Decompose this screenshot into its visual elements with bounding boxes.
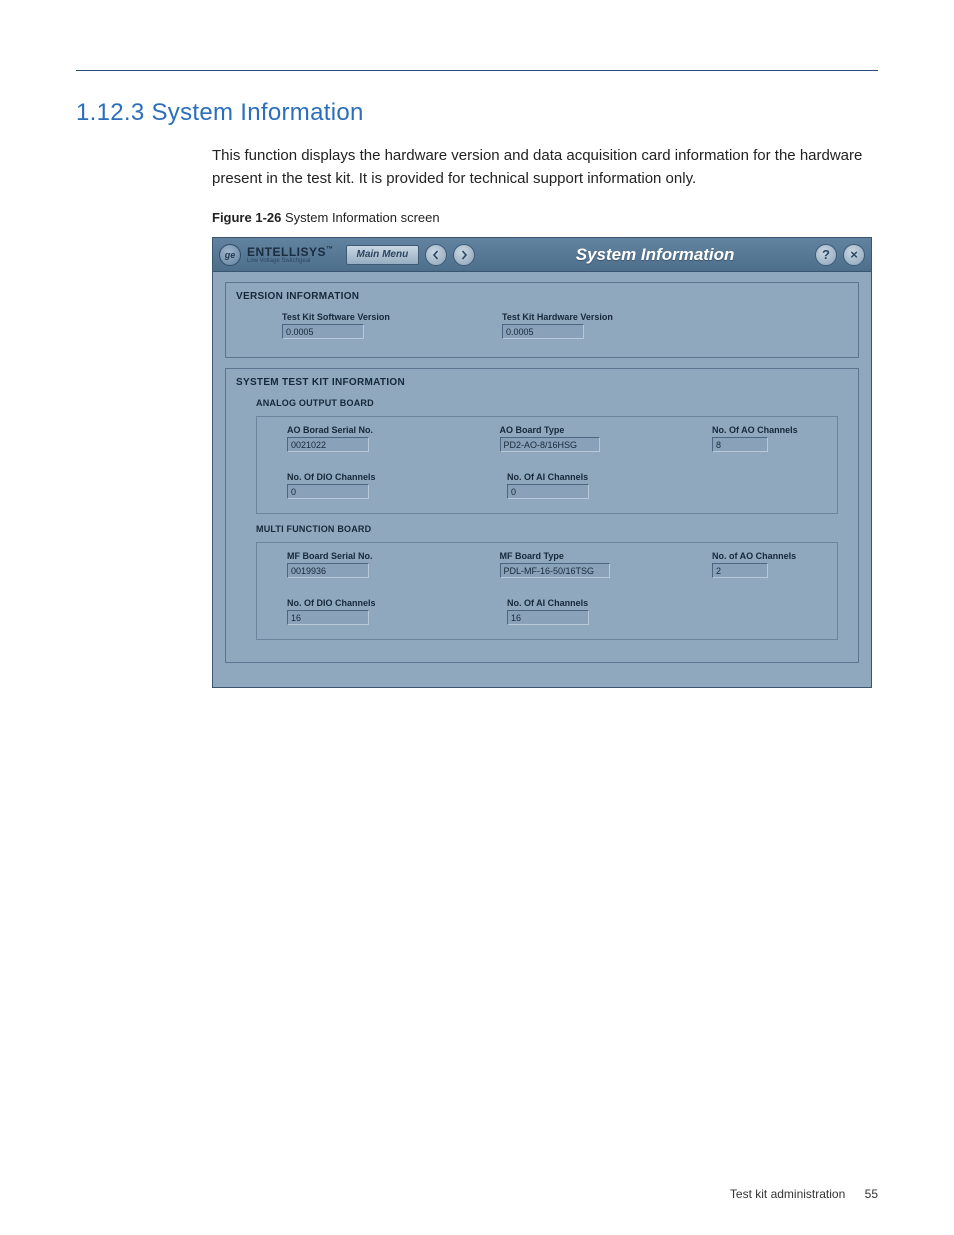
field-value: 0.0005 (502, 324, 584, 339)
software-version-field: Test Kit Software Version 0.0005 (282, 312, 462, 339)
mf-ai-channels-field: No. Of AI Channels 16 (507, 598, 687, 625)
ao-serial-field: AO Borad Serial No. 0021022 (287, 425, 460, 452)
figure-caption: Figure 1-26 System Information screen (212, 210, 878, 225)
mf-dio-channels-field: No. Of DIO Channels 16 (287, 598, 467, 625)
mf-ao-channels-field: No. of AO Channels 2 (712, 551, 827, 578)
field-value: 16 (287, 610, 369, 625)
field-label: AO Borad Serial No. (287, 425, 460, 435)
figure-number: Figure 1-26 (212, 210, 281, 225)
ao-board-type-field: AO Board Type PD2-AO-8/16HSG (500, 425, 673, 452)
field-value: 0 (287, 484, 369, 499)
ge-logo-icon: ge (219, 244, 241, 266)
close-button[interactable]: × (843, 244, 865, 266)
app-title: System Information (501, 245, 809, 265)
multi-function-board-title: MULTI FUNCTION BOARD (256, 524, 848, 534)
field-label: No. Of AI Channels (507, 598, 687, 608)
field-value: 0.0005 (282, 324, 364, 339)
field-label: No. Of DIO Channels (287, 472, 467, 482)
version-information-panel: VERSION INFORMATION Test Kit Software Ve… (225, 282, 859, 358)
field-label: Test Kit Software Version (282, 312, 462, 322)
page-footer: Test kit administration 55 (730, 1187, 878, 1201)
field-value: 0021022 (287, 437, 369, 452)
field-value: 2 (712, 563, 768, 578)
section-heading: 1.12.3 System Information (76, 99, 878, 127)
figure-title: System Information screen (285, 210, 440, 225)
brand-name: ENTELLISYS™ (247, 246, 334, 258)
chevron-left-icon (431, 250, 441, 260)
version-panel-title: VERSION INFORMATION (236, 291, 848, 302)
section-paragraph: This function displays the hardware vers… (212, 145, 878, 190)
analog-output-board-title: ANALOG OUTPUT BOARD (256, 398, 848, 408)
field-value: 16 (507, 610, 589, 625)
system-information-screen: ge ENTELLISYS™ Low Voltage Switchgear Ma… (212, 237, 872, 688)
field-label: No. of AO Channels (712, 551, 827, 561)
page-number: 55 (865, 1187, 878, 1201)
analog-output-board-panel: AO Borad Serial No. 0021022 AO Board Typ… (256, 416, 838, 514)
brand: ENTELLISYS™ Low Voltage Switchgear (247, 246, 334, 264)
system-panel-title: SYSTEM TEST KIT INFORMATION (236, 377, 848, 388)
nav-forward-button[interactable] (453, 244, 475, 266)
field-label: Test Kit Hardware Version (502, 312, 682, 322)
main-menu-button[interactable]: Main Menu (346, 245, 420, 265)
ao-ai-channels-field: No. Of AI Channels 0 (507, 472, 687, 499)
app-header: ge ENTELLISYS™ Low Voltage Switchgear Ma… (213, 238, 871, 272)
field-value: 8 (712, 437, 768, 452)
section-title: System Information (152, 99, 364, 126)
app-body: VERSION INFORMATION Test Kit Software Ve… (213, 272, 871, 687)
mf-board-type-field: MF Board Type PDL-MF-16-50/16TSG (500, 551, 673, 578)
multi-function-board-panel: MF Board Serial No. 0019936 MF Board Typ… (256, 542, 838, 640)
field-value: PD2-AO-8/16HSG (500, 437, 600, 452)
top-rule (76, 70, 878, 71)
section-number: 1.12.3 (76, 99, 145, 126)
field-value: PDL-MF-16-50/16TSG (500, 563, 610, 578)
ao-dio-channels-field: No. Of DIO Channels 0 (287, 472, 467, 499)
mf-serial-field: MF Board Serial No. 0019936 (287, 551, 460, 578)
hardware-version-field: Test Kit Hardware Version 0.0005 (502, 312, 682, 339)
field-label: No. Of AI Channels (507, 472, 687, 482)
field-value: 0 (507, 484, 589, 499)
brand-subtitle: Low Voltage Switchgear (247, 258, 334, 264)
field-label: AO Board Type (500, 425, 673, 435)
system-test-kit-panel: SYSTEM TEST KIT INFORMATION ANALOG OUTPU… (225, 368, 859, 663)
field-label: No. Of DIO Channels (287, 598, 467, 608)
chevron-right-icon (459, 250, 469, 260)
help-button[interactable]: ? (815, 244, 837, 266)
field-value: 0019936 (287, 563, 369, 578)
ao-channels-field: No. Of AO Channels 8 (712, 425, 827, 452)
footer-text: Test kit administration (730, 1187, 845, 1201)
nav-back-button[interactable] (425, 244, 447, 266)
field-label: MF Board Serial No. (287, 551, 460, 561)
field-label: No. Of AO Channels (712, 425, 827, 435)
field-label: MF Board Type (500, 551, 673, 561)
